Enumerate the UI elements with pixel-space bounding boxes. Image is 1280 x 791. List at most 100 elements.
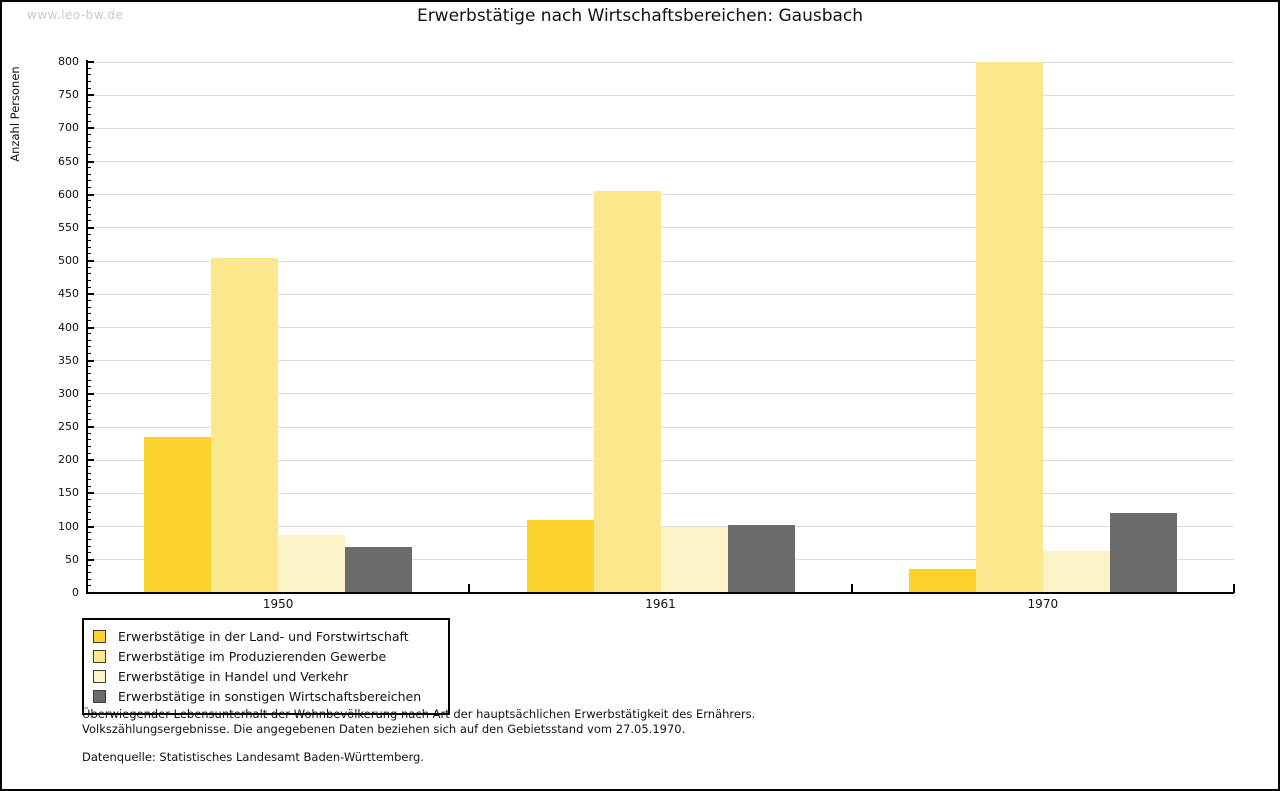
- y-axis-minor-tick: [87, 246, 91, 248]
- y-axis-major-tick: [87, 392, 94, 395]
- y-tick-label: 150: [58, 486, 79, 500]
- y-axis-minor-tick: [87, 452, 91, 454]
- gridline: [87, 426, 1234, 428]
- legend-label: Erwerbstätige im Produzierenden Gewerbe: [118, 648, 387, 664]
- legend-box: Erwerbstätige in der Land- und Forstwirt…: [82, 618, 450, 715]
- y-axis-minor-tick: [87, 280, 91, 282]
- y-axis-minor-tick: [87, 432, 91, 434]
- y-tick-label: 350: [58, 353, 79, 367]
- y-axis-minor-tick: [87, 167, 91, 169]
- y-axis-minor-tick: [87, 233, 91, 235]
- y-axis-major-tick: [87, 193, 94, 196]
- y-axis-minor-tick: [87, 200, 91, 202]
- y-tick-label: 250: [58, 420, 79, 434]
- y-axis-minor-tick: [87, 399, 91, 401]
- y-axis-minor-tick: [87, 67, 91, 69]
- y-axis-minor-tick: [87, 353, 91, 355]
- bar-1970-series-3: [1042, 551, 1110, 593]
- footnotes: Überwiegender Lebensunterhalt der Wohnbe…: [82, 707, 1182, 765]
- y-axis-major-tick: [87, 260, 94, 263]
- y-axis-minor-tick: [87, 339, 91, 341]
- y-axis-minor-tick: [87, 114, 91, 116]
- y-axis-minor-tick: [87, 87, 91, 89]
- y-tick-label: 300: [58, 386, 79, 400]
- y-axis-minor-tick: [87, 273, 91, 275]
- legend-label: Erwerbstätige in Handel und Verkehr: [118, 668, 349, 684]
- y-axis-minor-tick: [87, 505, 91, 507]
- bar-1950-series-1: [144, 437, 212, 593]
- y-axis-minor-tick: [87, 333, 91, 335]
- footnote-source: Datenquelle: Statistisches Landesamt Bad…: [82, 750, 424, 764]
- y-axis-minor-tick: [87, 545, 91, 547]
- y-axis-minor-tick: [87, 306, 91, 308]
- gridline: [87, 227, 1234, 229]
- y-axis-minor-tick: [87, 266, 91, 268]
- y-axis-label: Anzahl Personen: [8, 66, 22, 162]
- y-axis-minor-tick: [87, 147, 91, 149]
- y-axis-minor-tick: [87, 107, 91, 109]
- y-axis-minor-tick: [87, 153, 91, 155]
- chart-title: Erwerbstätige nach Wirtschaftsbereichen:…: [416, 6, 864, 26]
- x-tick-label: 1970: [1027, 597, 1059, 611]
- y-axis-minor-tick: [87, 512, 91, 514]
- y-axis-minor-tick: [87, 134, 91, 135]
- y-axis-minor-tick: [87, 552, 91, 554]
- bar-1970-series-4: [1109, 513, 1177, 593]
- y-axis-major-tick: [87, 525, 94, 528]
- y-tick-label: 0: [72, 586, 79, 599]
- x-tick-label: 1950: [262, 597, 294, 611]
- y-axis-minor-tick: [87, 120, 91, 122]
- gridline: [87, 293, 1234, 295]
- y-axis-minor-tick: [87, 253, 91, 255]
- y-axis-minor-tick: [87, 187, 91, 189]
- gridline: [87, 393, 1234, 395]
- y-axis-minor-tick: [87, 286, 91, 288]
- y-axis-minor-tick: [87, 366, 91, 368]
- x-axis-tick: [850, 584, 853, 593]
- y-axis-minor-tick: [87, 578, 91, 580]
- y-axis-major-tick: [87, 326, 94, 329]
- watermark-text: www.leo-bw.de: [27, 8, 124, 22]
- y-axis-major-tick: [87, 359, 94, 362]
- y-axis-major-tick: [87, 61, 94, 63]
- y-axis-minor-tick: [87, 419, 91, 421]
- y-axis-minor-tick: [87, 379, 91, 381]
- y-axis-major-tick: [87, 226, 94, 229]
- bar-1961-series-4: [727, 524, 795, 593]
- legend-item-3: Erwerbstätige in Handel und Verkehr: [93, 666, 439, 686]
- y-axis-minor-tick: [87, 565, 91, 567]
- legend-item-1: Erwerbstätige in der Land- und Forstwirt…: [93, 626, 439, 646]
- y-axis-minor-tick: [87, 100, 91, 102]
- y-tick-label: 600: [58, 187, 79, 201]
- y-tick-label: 700: [58, 121, 79, 135]
- y-tick-label: 800: [58, 55, 79, 68]
- y-axis-minor-tick: [87, 173, 91, 175]
- gridline: [87, 161, 1234, 163]
- gridline: [87, 61, 1234, 63]
- gridline: [87, 94, 1234, 96]
- gridline: [87, 194, 1234, 196]
- bar-1950-series-2: [211, 257, 279, 593]
- footnote-line-2: Volkszählungsergebnisse. Die angegebenen…: [82, 721, 686, 736]
- y-axis-major-tick: [87, 127, 94, 130]
- y-tick-label: 50: [65, 552, 79, 566]
- y-axis-minor-tick: [87, 386, 91, 388]
- y-axis-major-tick: [87, 160, 94, 163]
- y-axis-minor-tick: [87, 240, 91, 242]
- legend-item-4: Erwerbstätige in sonstigen Wirtschaftsbe…: [93, 686, 439, 706]
- bar-1961-series-1: [526, 519, 594, 593]
- y-axis-minor-tick: [87, 140, 91, 142]
- y-axis-minor-tick: [87, 518, 91, 520]
- y-axis-major-tick: [87, 94, 94, 97]
- y-axis-minor-tick: [87, 299, 91, 301]
- y-tick-label: 650: [58, 154, 79, 168]
- legend-item-2: Erwerbstätige im Produzierenden Gewerbe: [93, 646, 439, 666]
- y-axis-major-tick: [87, 558, 94, 561]
- y-axis-minor-tick: [87, 406, 91, 408]
- x-axis-line: [86, 592, 1234, 594]
- y-axis-minor-tick: [87, 74, 91, 76]
- y-axis-minor-tick: [87, 346, 91, 348]
- x-axis-tick: [1233, 584, 1235, 593]
- y-tick-label: 200: [58, 453, 79, 467]
